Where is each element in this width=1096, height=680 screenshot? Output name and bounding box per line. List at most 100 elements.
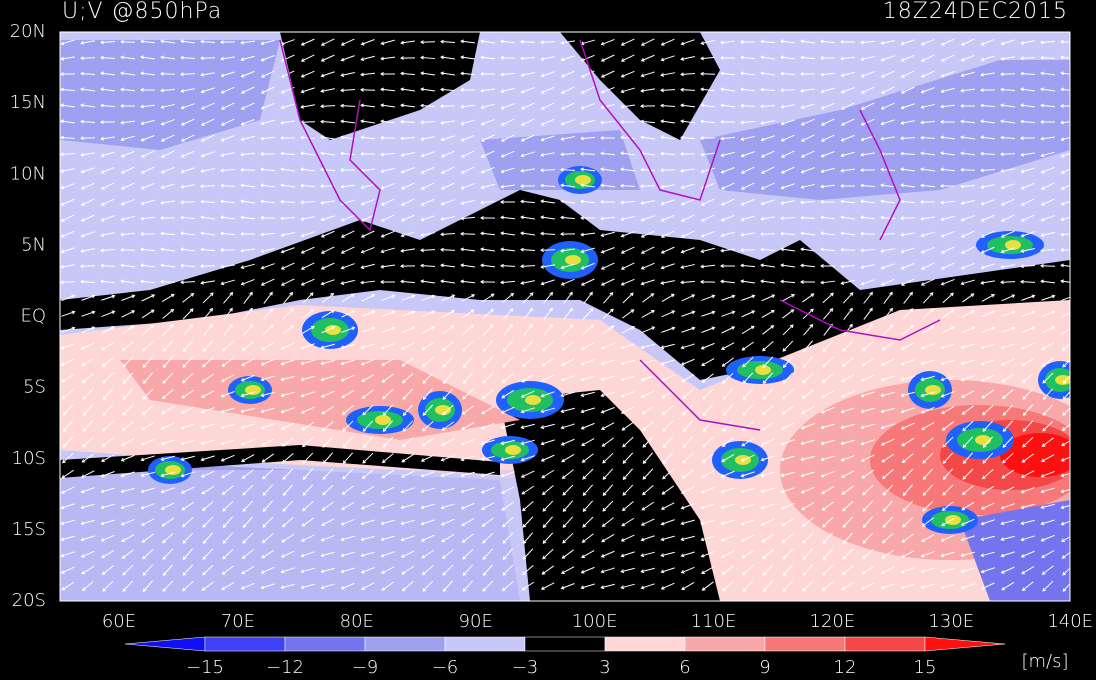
wind-arrow <box>462 372 474 384</box>
wind-arrow <box>440 471 455 478</box>
wind-arrow <box>420 454 435 462</box>
wind-arrow <box>762 404 774 416</box>
wind-arrow <box>182 564 194 576</box>
wind-arrow <box>560 583 575 590</box>
wind-arrow <box>580 136 596 141</box>
wind-arrow <box>920 550 935 558</box>
wind-arrow <box>480 455 495 462</box>
wind-arrow <box>1021 373 1034 384</box>
wind-arrow <box>720 136 736 141</box>
wind-arrow <box>180 280 196 285</box>
wind-arrow <box>560 70 575 78</box>
wind-arrow <box>142 548 154 560</box>
wind-arrow <box>401 294 416 301</box>
wind-arrow <box>100 71 116 76</box>
wind-arrow <box>720 151 735 158</box>
wind-arrow <box>920 87 935 94</box>
wind-arrow <box>601 533 615 543</box>
wind-arrow <box>962 436 974 448</box>
wind-arrow <box>720 279 736 284</box>
wind-arrow <box>861 357 875 367</box>
wind-arrow <box>220 183 236 188</box>
wind-arrow <box>522 516 534 528</box>
wind-arrow <box>442 404 454 416</box>
wind-arrow <box>300 534 315 542</box>
wind-arrow <box>320 375 335 382</box>
wind-arrow <box>462 388 474 400</box>
colorbar-label: 3 <box>599 657 610 678</box>
wind-arrow <box>460 502 475 510</box>
wind-arrow <box>580 215 596 220</box>
wind-arrow <box>641 309 655 318</box>
wind-arrow <box>563 307 573 320</box>
wind-arrow <box>480 487 495 494</box>
lon-label: 110E <box>691 611 737 632</box>
wind-arrow <box>841 581 855 591</box>
wind-arrow <box>421 437 435 447</box>
wind-arrow <box>620 534 635 542</box>
wind-arrow <box>860 231 876 236</box>
wind-arrow <box>80 248 95 253</box>
wind-arrow <box>60 72 76 77</box>
wind-arrow <box>862 516 873 528</box>
wind-arrow <box>360 72 376 77</box>
wind-arrow <box>402 404 413 416</box>
wind-arrow <box>480 103 495 110</box>
wind-arrow <box>460 55 475 60</box>
wind-arrow <box>940 534 955 542</box>
wind-arrow <box>680 247 695 254</box>
wind-arrow <box>520 280 535 285</box>
wind-arrow <box>380 343 395 350</box>
wind-arrow <box>820 439 835 446</box>
wind-arrow <box>420 215 435 222</box>
wind-arrow <box>80 119 96 124</box>
field-black <box>500 390 720 601</box>
wind-arrow <box>100 248 116 253</box>
wind-arrow <box>422 372 434 384</box>
wind-arrow <box>140 471 155 478</box>
wind-arrow <box>1060 184 1070 190</box>
wind-arrow <box>220 391 235 398</box>
wind-arrow <box>380 247 395 254</box>
wind-arrow <box>341 502 355 510</box>
wind-arrow <box>1022 420 1034 432</box>
wind-arrow <box>503 323 513 336</box>
wind-arrow <box>500 471 515 478</box>
wind-arrow <box>461 309 475 319</box>
wind-arrow <box>820 247 836 252</box>
wind-arrow <box>880 375 895 382</box>
wind-arrow <box>161 405 175 415</box>
wind-arrow <box>961 501 975 511</box>
wind-arrow <box>360 246 375 254</box>
wind-arrow <box>1020 136 1036 141</box>
wind-arrow <box>823 307 834 320</box>
wind-arrow <box>480 439 495 446</box>
wind-arrow <box>181 501 195 511</box>
wind-arrow <box>840 231 856 236</box>
wind-arrow <box>541 469 555 479</box>
wind-arrow <box>700 135 716 140</box>
colorbar-label: −6 <box>432 657 459 678</box>
colorbar-unit: [m/s] <box>1021 651 1068 672</box>
wind-arrow <box>341 405 354 415</box>
wind-arrow <box>980 135 996 140</box>
wind-arrow <box>161 293 175 303</box>
wind-arrow <box>422 580 434 592</box>
wind-arrow <box>482 356 494 368</box>
wind-arrow <box>360 230 375 238</box>
wind-arrow <box>980 55 995 62</box>
wind-arrow <box>60 280 76 285</box>
wind-arrow <box>740 279 755 284</box>
wind-arrow <box>800 167 815 174</box>
wind-arrow <box>380 280 396 284</box>
wind-arrow <box>1002 452 1014 464</box>
wind-arrow <box>860 152 875 157</box>
wind-arrow <box>900 70 915 78</box>
wind-arrow <box>540 264 555 269</box>
wind-arrow <box>1021 294 1036 301</box>
wind-arrow <box>361 374 375 382</box>
wind-arrow <box>1041 326 1056 334</box>
wind-arrow <box>142 372 154 384</box>
wind-arrow <box>260 167 276 172</box>
wind-arrow <box>280 199 296 204</box>
